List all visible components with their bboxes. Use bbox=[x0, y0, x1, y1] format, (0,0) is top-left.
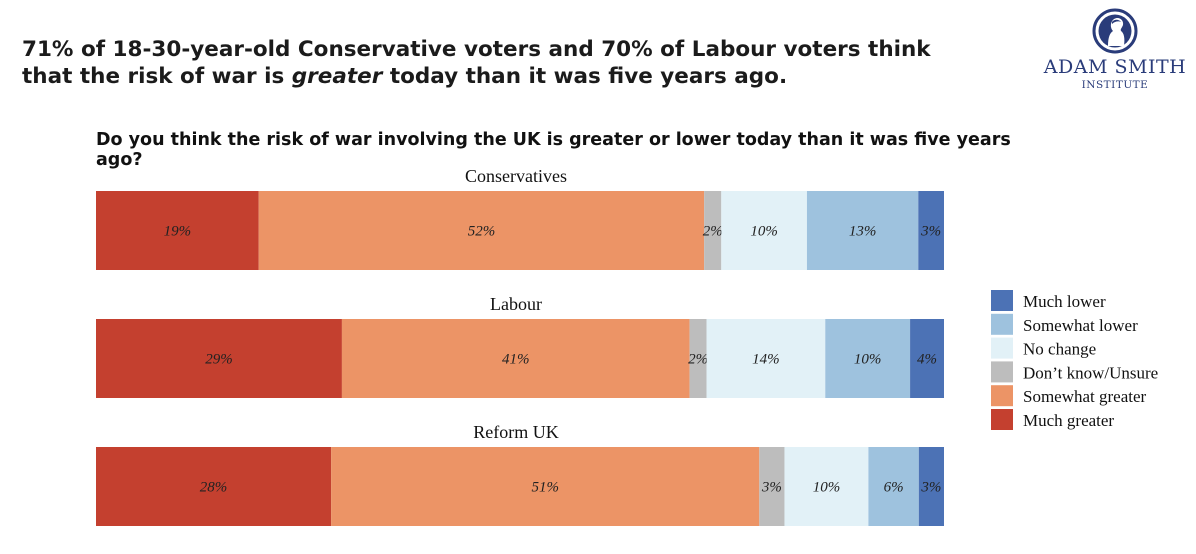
bar-labour-much-lower bbox=[910, 319, 944, 398]
data-label-labour-much-lower: 4% bbox=[917, 352, 937, 368]
legend-label-don-t-know-unsure: Don’t know/Unsure bbox=[1023, 363, 1158, 382]
bar-reform-uk-much-lower bbox=[918, 447, 944, 526]
legend-swatch-don-t-know-unsure bbox=[991, 361, 1013, 383]
portrait-medallion-icon bbox=[1092, 8, 1138, 54]
bar-conservatives-much-greater bbox=[96, 191, 259, 270]
data-label-conservatives-don-t-know-unsure: 2% bbox=[703, 224, 723, 240]
group-title-labour: Labour bbox=[490, 294, 542, 314]
bar-reform-uk-somewhat-greater bbox=[331, 447, 760, 526]
legend-swatch-much-lower bbox=[991, 290, 1013, 311]
bar-labour-don-t-know-unsure bbox=[689, 319, 707, 398]
legend-swatch-no-change bbox=[991, 337, 1013, 359]
bar-labour-much-greater bbox=[96, 319, 342, 398]
bar-reform-uk-no-change bbox=[784, 447, 869, 526]
bar-reform-uk-somewhat-lower bbox=[868, 447, 919, 526]
bar-conservatives-much-lower bbox=[918, 191, 944, 270]
headline-emphasis: greater bbox=[291, 64, 383, 89]
data-label-labour-somewhat-lower: 10% bbox=[854, 352, 882, 368]
chart-title: Do you think the risk of war involving t… bbox=[96, 130, 1011, 170]
bar-reform-uk-much-greater bbox=[96, 447, 332, 526]
headline-line2-start: that the risk of war is bbox=[22, 64, 292, 89]
data-label-conservatives-much-greater: 19% bbox=[164, 224, 192, 240]
data-label-labour-no-change: 14% bbox=[752, 352, 780, 368]
legend-label-somewhat-lower: Somewhat lower bbox=[1023, 316, 1138, 335]
data-label-conservatives-no-change: 10% bbox=[750, 224, 778, 240]
logo-line-2: INSTITUTE bbox=[1081, 79, 1149, 91]
bar-conservatives-no-change bbox=[721, 191, 807, 270]
legend-label-much-lower: Much lower bbox=[1023, 292, 1106, 311]
group-title-conservatives: Conservatives bbox=[465, 166, 567, 186]
bar-conservatives-somewhat-greater bbox=[258, 191, 705, 270]
bar-conservatives-somewhat-lower bbox=[806, 191, 919, 270]
headline-line1: 71% of 18-30-year-old Conservative voter… bbox=[22, 37, 931, 62]
group-title-reform-uk: Reform UK bbox=[473, 422, 558, 442]
bar-conservatives-don-t-know-unsure bbox=[704, 191, 722, 270]
legend-swatch-somewhat-greater bbox=[991, 385, 1013, 407]
bar-reform-uk-don-t-know-unsure bbox=[759, 447, 785, 526]
legend-swatch-somewhat-lower bbox=[991, 313, 1013, 335]
data-label-reform-uk-much-lower: 3% bbox=[920, 480, 941, 496]
legend-label-much-greater: Much greater bbox=[1023, 411, 1114, 430]
headline: 71% of 18-30-year-old Conservative voter… bbox=[22, 36, 1002, 90]
bar-labour-somewhat-greater bbox=[341, 319, 690, 398]
headline-line2-end: today than it was five years ago. bbox=[382, 64, 788, 89]
legend-swatch-much-greater bbox=[991, 409, 1013, 430]
data-label-reform-uk-much-greater: 28% bbox=[200, 480, 228, 496]
data-label-conservatives-much-lower: 3% bbox=[920, 224, 941, 240]
legend-label-no-change: No change bbox=[1023, 340, 1096, 359]
data-label-conservatives-somewhat-lower: 13% bbox=[849, 224, 877, 240]
logo-line-1: ADAM SMITH bbox=[1043, 56, 1187, 78]
data-label-conservatives-somewhat-greater: 52% bbox=[468, 224, 496, 240]
legend-label-somewhat-greater: Somewhat greater bbox=[1023, 387, 1147, 406]
bar-labour-no-change bbox=[706, 319, 826, 398]
data-label-labour-don-t-know-unsure: 2% bbox=[688, 352, 708, 368]
adam-smith-institute-logo: ADAM SMITH INSTITUTE bbox=[1040, 6, 1190, 98]
bar-labour-somewhat-lower bbox=[825, 319, 911, 398]
data-label-reform-uk-don-t-know-unsure: 3% bbox=[761, 480, 782, 496]
data-label-reform-uk-somewhat-lower: 6% bbox=[884, 480, 904, 496]
data-label-reform-uk-no-change: 10% bbox=[813, 480, 841, 496]
data-label-labour-somewhat-greater: 41% bbox=[502, 352, 530, 368]
data-label-reform-uk-somewhat-greater: 51% bbox=[531, 480, 559, 496]
data-label-labour-much-greater: 29% bbox=[205, 352, 233, 368]
